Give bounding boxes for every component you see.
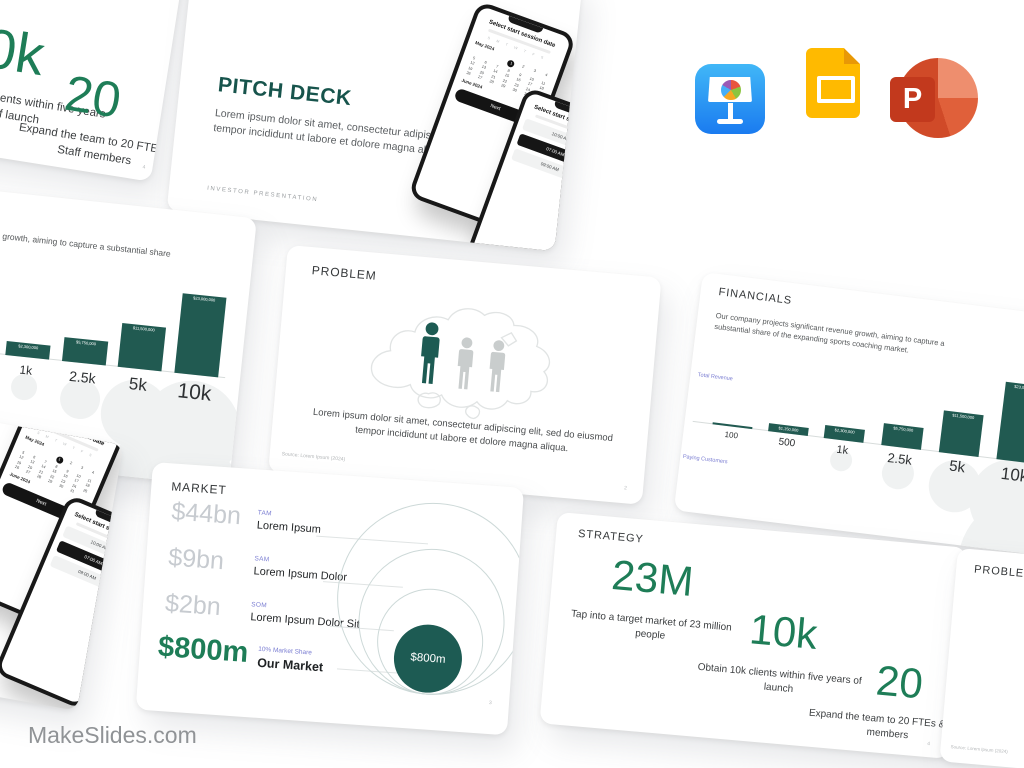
sam-tag: SAM [254, 555, 270, 564]
page-number: 2 [623, 485, 628, 492]
x-label: 5k [948, 457, 967, 477]
bar-2.5k: $5,750,000 [61, 337, 109, 366]
our-market-value: $800m [157, 630, 250, 670]
bar-1k: $2,300,000 [5, 341, 51, 360]
market-title: MARKET [170, 479, 228, 498]
source-note: Source: Lorem Ipsum (2024) [950, 744, 1008, 755]
person-icon-highlighted [414, 321, 445, 387]
powerpoint-letter: P [890, 77, 935, 122]
page-number: 4 [926, 741, 931, 748]
x-label: 5k [128, 374, 148, 395]
slide-strategy-partial[interactable]: 10k Obtain 10k clients within five years… [0, 0, 196, 182]
stat-clients: 10k [747, 605, 820, 658]
slide-strategy[interactable]: STRATEGY 23M Tap into a target market of… [539, 512, 967, 759]
our-market-tag: 10% Market Share [257, 645, 313, 657]
strategy-title: STRATEGY [577, 527, 645, 546]
slide-cover[interactable]: PITCH DECK Lorem ipsum dolor sit amet, c… [166, 0, 583, 252]
bar-1k: $2,300,000 [823, 425, 865, 443]
x-label: 2.5k [68, 367, 97, 387]
powerpoint-icon[interactable]: P [890, 58, 978, 140]
page-number: 3 [488, 700, 492, 707]
slide-market[interactable]: MARKET $44bn TAM Lorem Ipsum $9bn SAM Lo… [135, 462, 525, 736]
financials-subtitle: Our company projects significant revenue… [0, 214, 172, 259]
makeslides-watermark: MakeSlides.com [28, 722, 197, 748]
keynote-icon[interactable] [695, 64, 765, 134]
cover-title: PITCH DECK [216, 73, 353, 111]
financials-subtitle: Our company projects significant revenue… [713, 310, 946, 355]
financials-title: FINANCIALS [717, 286, 793, 308]
bar-5k: $11,500,000 [117, 323, 167, 372]
bar-500: $1,150,000 [768, 423, 809, 436]
x-label: 2.5k [886, 449, 913, 468]
problem-title: PROBLEM [973, 563, 1024, 581]
x-label: 100 [724, 429, 739, 441]
tam-value: $44bn [170, 497, 242, 531]
person-icon [452, 336, 478, 392]
bar-100 [712, 422, 753, 430]
bar-2.5k: $5,750,000 [881, 423, 924, 450]
x-label: 1k [835, 443, 849, 457]
person-icon [484, 339, 510, 395]
google-slides-icon[interactable] [806, 48, 860, 118]
som-tag: SOM [251, 601, 268, 610]
stat-market: 23M [609, 551, 696, 605]
cover-footer: INVESTOR PRESENTATION [206, 185, 319, 204]
problem-title: PROBLEM [311, 263, 378, 283]
x-label: 500 [777, 436, 796, 450]
slide-problem[interactable]: PROBLEM Lorem ipsum dolor sit amet, cons… [268, 245, 662, 505]
x-axis-label: Paying Customers [682, 453, 728, 466]
our-market-name: Our Market [256, 655, 324, 675]
stat-market-caption: Tap into a target market of 23 million p… [570, 608, 733, 642]
source-note: Source: Lorem Ipsum (2024) [281, 451, 346, 463]
tam-tag: TAM [257, 509, 273, 518]
som-value: $2bn [164, 589, 222, 622]
stat-clients-caption: Obtain 10k clients within five years of … [697, 661, 863, 695]
bar-10k: $23,000,000 [996, 381, 1024, 465]
y-axis-label: Total Revenue [697, 372, 734, 383]
keynote-pie [720, 79, 742, 101]
stat-team: 20 [874, 656, 925, 708]
x-label: 10k [176, 379, 213, 406]
sam-value: $9bn [167, 543, 225, 576]
x-label: 10k [999, 463, 1024, 487]
x-label: 1k [18, 362, 33, 378]
slide-financials[interactable]: FINANCIALS Our company projects signific… [673, 272, 1024, 569]
bar-10k: $23,000,000 [174, 293, 227, 378]
tam-name: Lorem Ipsum [256, 519, 322, 536]
map-outline [371, 308, 551, 420]
bar-5k: $11,500,000 [938, 410, 984, 457]
